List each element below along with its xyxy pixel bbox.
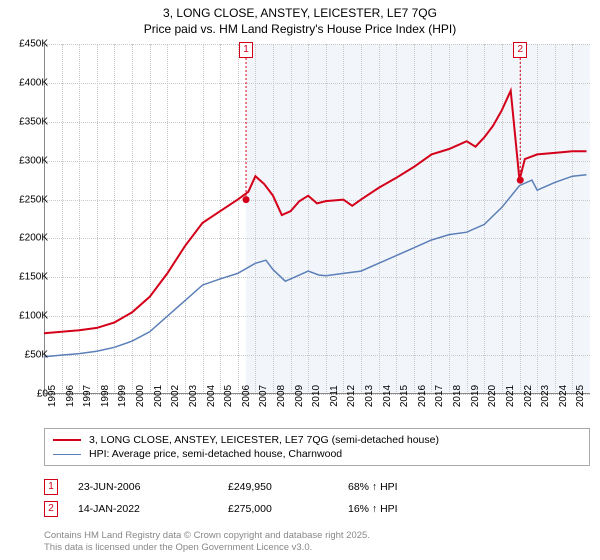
- x-axis-label: 2015: [399, 385, 410, 407]
- chart-marker-1: 1: [239, 42, 253, 58]
- y-axis-label: £50K: [25, 350, 48, 361]
- y-axis-label: £100K: [19, 311, 48, 322]
- y-axis-label: £200K: [19, 233, 48, 244]
- footer-attribution: Contains HM Land Registry data © Crown c…: [44, 530, 370, 554]
- x-axis-label: 2016: [417, 385, 428, 407]
- x-axis-label: 2003: [188, 385, 199, 407]
- legend-item: 3, LONG CLOSE, ANSTEY, LEICESTER, LE7 7Q…: [53, 433, 581, 447]
- x-axis-label: 2005: [223, 385, 234, 407]
- x-axis-label: 1999: [117, 385, 128, 407]
- x-axis-label: 1996: [65, 385, 76, 407]
- y-axis-label: £350K: [19, 116, 48, 127]
- y-axis-label: £150K: [19, 272, 48, 283]
- plot-area: 12: [44, 44, 590, 394]
- sale-row: 2 14-JAN-2022 £275,000 16% ↑ HPI: [44, 498, 590, 520]
- y-axis-label: £250K: [19, 194, 48, 205]
- legend: 3, LONG CLOSE, ANSTEY, LEICESTER, LE7 7Q…: [44, 428, 590, 466]
- x-axis-label: 2006: [241, 385, 252, 407]
- y-axis-label: £300K: [19, 155, 48, 166]
- legend-swatch: [53, 454, 81, 455]
- chart-title-line1: 3, LONG CLOSE, ANSTEY, LEICESTER, LE7 7Q…: [0, 0, 600, 22]
- x-axis-label: 2019: [470, 385, 481, 407]
- x-axis-label: 2011: [329, 385, 340, 407]
- series-price_paid: [44, 91, 587, 334]
- x-axis-label: 2002: [170, 385, 181, 407]
- sales-table: 1 23-JUN-2006 £249,950 68% ↑ HPI 2 14-JAN-202…: [44, 476, 590, 520]
- x-axis-label: 2012: [346, 385, 357, 407]
- x-axis-label: 2013: [364, 385, 375, 407]
- legend-swatch: [53, 439, 81, 441]
- x-axis-label: 2008: [276, 385, 287, 407]
- chart-container: 3, LONG CLOSE, ANSTEY, LEICESTER, LE7 7Q…: [0, 0, 600, 560]
- x-axis-label: 1995: [47, 385, 58, 407]
- legend-label: 3, LONG CLOSE, ANSTEY, LEICESTER, LE7 7Q…: [89, 434, 439, 446]
- sale-pct: 16% ↑ HPI: [348, 503, 468, 515]
- sale-pct: 68% ↑ HPI: [348, 481, 468, 493]
- sale-price: £275,000: [228, 503, 328, 515]
- x-axis-label: 2017: [434, 385, 445, 407]
- sale-row: 1 23-JUN-2006 £249,950 68% ↑ HPI: [44, 476, 590, 498]
- y-axis-label: £450K: [19, 39, 48, 50]
- x-axis-label: 2018: [452, 385, 463, 407]
- x-axis-label: 1997: [82, 385, 93, 407]
- x-axis-label: 1998: [100, 385, 111, 407]
- chart-title-line2: Price paid vs. HM Land Registry's House …: [0, 22, 600, 38]
- sale-date: 23-JUN-2006: [78, 481, 208, 493]
- x-axis-label: 2021: [505, 385, 516, 407]
- legend-label: HPI: Average price, semi-detached house,…: [89, 448, 342, 460]
- y-axis-label: £400K: [19, 77, 48, 88]
- x-axis-label: 2009: [294, 385, 305, 407]
- footer-line1: Contains HM Land Registry data © Crown c…: [44, 530, 370, 542]
- x-axis-label: 2024: [558, 385, 569, 407]
- x-axis-label: 2001: [153, 385, 164, 407]
- x-axis-label: 2014: [382, 385, 393, 407]
- sale-date: 14-JAN-2022: [78, 503, 208, 515]
- x-axis-label: 2025: [575, 385, 586, 407]
- x-axis-label: 2010: [311, 385, 322, 407]
- x-axis-label: 2004: [206, 385, 217, 407]
- footer-line2: This data is licensed under the Open Gov…: [44, 542, 370, 554]
- x-axis-label: 2023: [540, 385, 551, 407]
- x-axis-label: 2022: [523, 385, 534, 407]
- x-axis-label: 2020: [487, 385, 498, 407]
- legend-item: HPI: Average price, semi-detached house,…: [53, 447, 581, 461]
- sale-marker: 1: [44, 479, 58, 495]
- x-axis-label: 2007: [258, 385, 269, 407]
- chart-marker-2: 2: [513, 42, 527, 58]
- sale-price: £249,950: [228, 481, 328, 493]
- x-axis-label: 2000: [135, 385, 146, 407]
- sale-marker: 2: [44, 501, 58, 517]
- line-chart-svg: [44, 44, 590, 394]
